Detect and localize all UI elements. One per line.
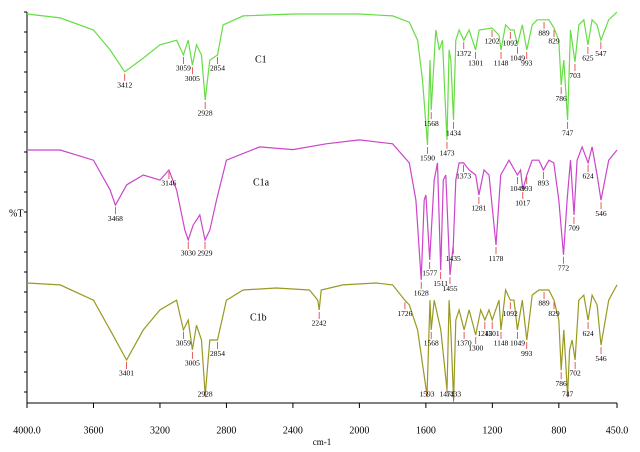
peak-label: 1511 bbox=[433, 279, 448, 288]
peak-label: 3005 bbox=[185, 74, 200, 83]
peak-label: 1049 bbox=[510, 339, 525, 348]
peak-label: 625 bbox=[582, 54, 594, 63]
series-name: C1a bbox=[253, 177, 270, 188]
peak-label: 772 bbox=[558, 264, 570, 273]
x-tick-label: 450.0 bbox=[606, 425, 629, 436]
peak-label: 1590 bbox=[420, 154, 435, 163]
peak-label: 3005 bbox=[185, 359, 200, 368]
x-tick-label: 2000 bbox=[349, 425, 369, 436]
spectrum-line bbox=[26, 282, 618, 400]
peak-label: 1593 bbox=[420, 390, 435, 399]
series-name: C1b bbox=[250, 312, 267, 323]
peak-label: 889 bbox=[538, 29, 550, 38]
peak-label: 829 bbox=[548, 37, 560, 46]
peak-label: 1201 bbox=[485, 329, 500, 338]
peak-label: 702 bbox=[569, 369, 581, 378]
peak-label: 624 bbox=[582, 329, 594, 338]
peak-label: 1473 bbox=[439, 149, 454, 158]
peak-label: 993 bbox=[521, 59, 533, 68]
peak-label: 546 bbox=[595, 354, 607, 363]
x-tick-label: 1600 bbox=[416, 425, 436, 436]
x-tick-label: 2400 bbox=[283, 425, 303, 436]
peak-label: 2928 bbox=[198, 390, 213, 399]
peak-label: 786 bbox=[556, 379, 568, 388]
peak-label: 709 bbox=[568, 224, 580, 233]
peak-label: 1372 bbox=[456, 49, 471, 58]
peak-label: 3030 bbox=[181, 249, 196, 258]
x-tick-label: 3600 bbox=[83, 425, 103, 436]
peak-label: 1577 bbox=[422, 269, 437, 278]
spectrum-line bbox=[27, 139, 618, 280]
peak-label: 1434 bbox=[446, 129, 461, 138]
peak-label: 993 bbox=[521, 184, 533, 193]
x-tick-label: 4000.0 bbox=[13, 425, 41, 436]
peak-label: 703 bbox=[569, 71, 581, 80]
peak-label: 1370 bbox=[457, 339, 472, 348]
peak-label: 2929 bbox=[197, 249, 212, 258]
peak-label: 3401 bbox=[119, 369, 134, 378]
peak-label: 2242 bbox=[312, 319, 327, 328]
x-tick-label: 1200 bbox=[482, 425, 502, 436]
spectrum-line bbox=[26, 11, 618, 145]
peak-label: 747 bbox=[562, 129, 574, 138]
peak-label: 1568 bbox=[424, 119, 439, 128]
peak-label: 624 bbox=[582, 172, 594, 181]
peak-label: 1433 bbox=[446, 390, 461, 399]
peak-label: 1435 bbox=[446, 254, 461, 263]
peak-label: 1473 bbox=[439, 390, 454, 399]
peak-label: 3059 bbox=[176, 64, 191, 73]
peak-label: 889 bbox=[538, 299, 550, 308]
peak-label: 1049 bbox=[510, 54, 525, 63]
peak-label: 1148 bbox=[494, 339, 509, 348]
peak-label: 1178 bbox=[489, 254, 504, 263]
peak-label: 2928 bbox=[198, 109, 213, 118]
x-tick-label: 2800 bbox=[216, 425, 236, 436]
peak-label: 3412 bbox=[117, 81, 132, 90]
peak-label: 3059 bbox=[176, 339, 191, 348]
peak-label: 1281 bbox=[471, 204, 486, 213]
peak-label: 1568 bbox=[424, 339, 439, 348]
peak-label: 2854 bbox=[210, 64, 225, 73]
x-axis-label: cm-1 bbox=[313, 437, 332, 447]
peak-label: 1092 bbox=[503, 309, 518, 318]
peak-label: 547 bbox=[595, 49, 607, 58]
y-axis-label: %T bbox=[9, 208, 23, 219]
peak-label: 1726 bbox=[397, 309, 412, 318]
peak-label: 1628 bbox=[414, 289, 429, 298]
peak-label: 2854 bbox=[210, 349, 225, 358]
peak-label: 546 bbox=[595, 209, 607, 218]
series-name: C1 bbox=[255, 54, 267, 65]
peak-label: 893 bbox=[538, 179, 550, 188]
peak-label: 1245 bbox=[477, 329, 492, 338]
peak-label: 1300 bbox=[468, 344, 483, 353]
peak-label: 829 bbox=[548, 309, 560, 318]
peak-label: 1049 bbox=[510, 184, 525, 193]
peak-label: 1202 bbox=[485, 37, 500, 46]
peak-label: 1301 bbox=[468, 59, 483, 68]
peak-label: 3468 bbox=[108, 214, 123, 223]
peak-label: 993 bbox=[521, 349, 533, 358]
peak-label: 1148 bbox=[494, 59, 509, 68]
x-tick-label: 800 bbox=[551, 425, 566, 436]
peak-label: 1092 bbox=[503, 39, 518, 48]
peak-label: 3146 bbox=[161, 179, 176, 188]
peak-label: 1017 bbox=[515, 199, 530, 208]
peak-label: 747 bbox=[562, 390, 574, 399]
x-tick-label: 3200 bbox=[150, 425, 170, 436]
peak-label: 1455 bbox=[442, 284, 457, 293]
peak-label: 786 bbox=[556, 94, 568, 103]
peak-label: 1373 bbox=[456, 172, 471, 181]
